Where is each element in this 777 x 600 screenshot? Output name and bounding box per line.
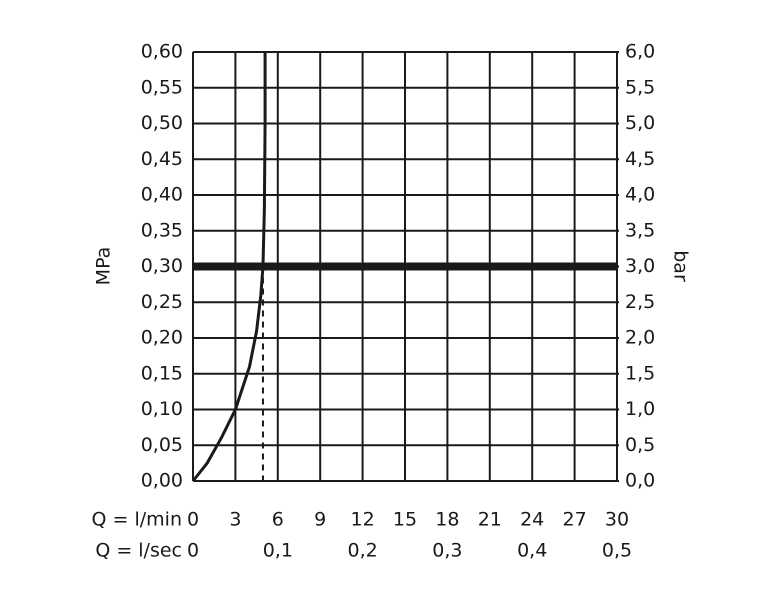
x2-tick-label: 0 <box>187 540 199 562</box>
x-tick-label: 3 <box>229 509 241 531</box>
y2-tick-label: 5,5 <box>625 76 655 98</box>
x-tick-label: 9 <box>314 509 326 531</box>
y2-tick-label: 2,5 <box>625 291 655 313</box>
x-tick-label: 12 <box>351 509 375 531</box>
x-tick-label: 24 <box>520 509 544 531</box>
y2-tick-label: 4,5 <box>625 148 655 170</box>
x-tick-label: 30 <box>605 509 629 531</box>
x-tick-label: 21 <box>478 509 502 531</box>
y2-tick-label: 4,0 <box>625 184 655 206</box>
y-tick-label: 0,35 <box>141 219 183 241</box>
y2-tick-label: 6,0 <box>625 41 655 63</box>
y-tick-label: 0,00 <box>141 470 183 492</box>
x-tick-label: 0 <box>187 509 199 531</box>
y2-tick-label: 3,0 <box>625 255 655 277</box>
x2-tick-label: 0,2 <box>347 540 377 562</box>
x2-tick-label: 0,1 <box>263 540 293 562</box>
y2-axis-label: bar <box>670 250 692 282</box>
y-tick-label: 0,50 <box>141 112 183 134</box>
y2-tick-label: 1,0 <box>625 398 655 420</box>
y2-tick-label: 5,0 <box>625 112 655 134</box>
y2-tick-label: 0,0 <box>625 470 655 492</box>
y-tick-label: 0,45 <box>141 148 183 170</box>
x2-tick-label: 0,5 <box>602 540 632 562</box>
x-tick-label: 6 <box>272 509 284 531</box>
y-tick-label: 0,55 <box>141 76 183 98</box>
y-tick-label: 0,10 <box>141 398 183 420</box>
y-tick-label: 0,20 <box>141 327 183 349</box>
data-line <box>191 52 267 482</box>
y-axis-label: MPa <box>93 247 115 286</box>
y2-tick-label: 3,5 <box>625 219 655 241</box>
y-tick-label: 0,60 <box>141 41 183 63</box>
x2-tick-label: 0,4 <box>517 540 547 562</box>
y2-tick-label: 1,5 <box>625 362 655 384</box>
y-tick-label: 0,25 <box>141 291 183 313</box>
y2-tick-label: 2,0 <box>625 327 655 349</box>
x-tick-label: 18 <box>435 509 459 531</box>
x2-axis-label: Q = l/sec <box>95 540 182 562</box>
x2-tick-label: 0,3 <box>432 540 462 562</box>
y-tick-label: 0,40 <box>141 184 183 206</box>
y-tick-label: 0,05 <box>141 434 183 456</box>
y2-tick-label: 0,5 <box>625 434 655 456</box>
y-tick-label: 0,30 <box>141 255 183 277</box>
x-tick-label: 27 <box>563 509 587 531</box>
x-tick-label: 15 <box>393 509 417 531</box>
y-tick-label: 0,15 <box>141 362 183 384</box>
x-axis-label: Q = l/min <box>92 509 182 531</box>
